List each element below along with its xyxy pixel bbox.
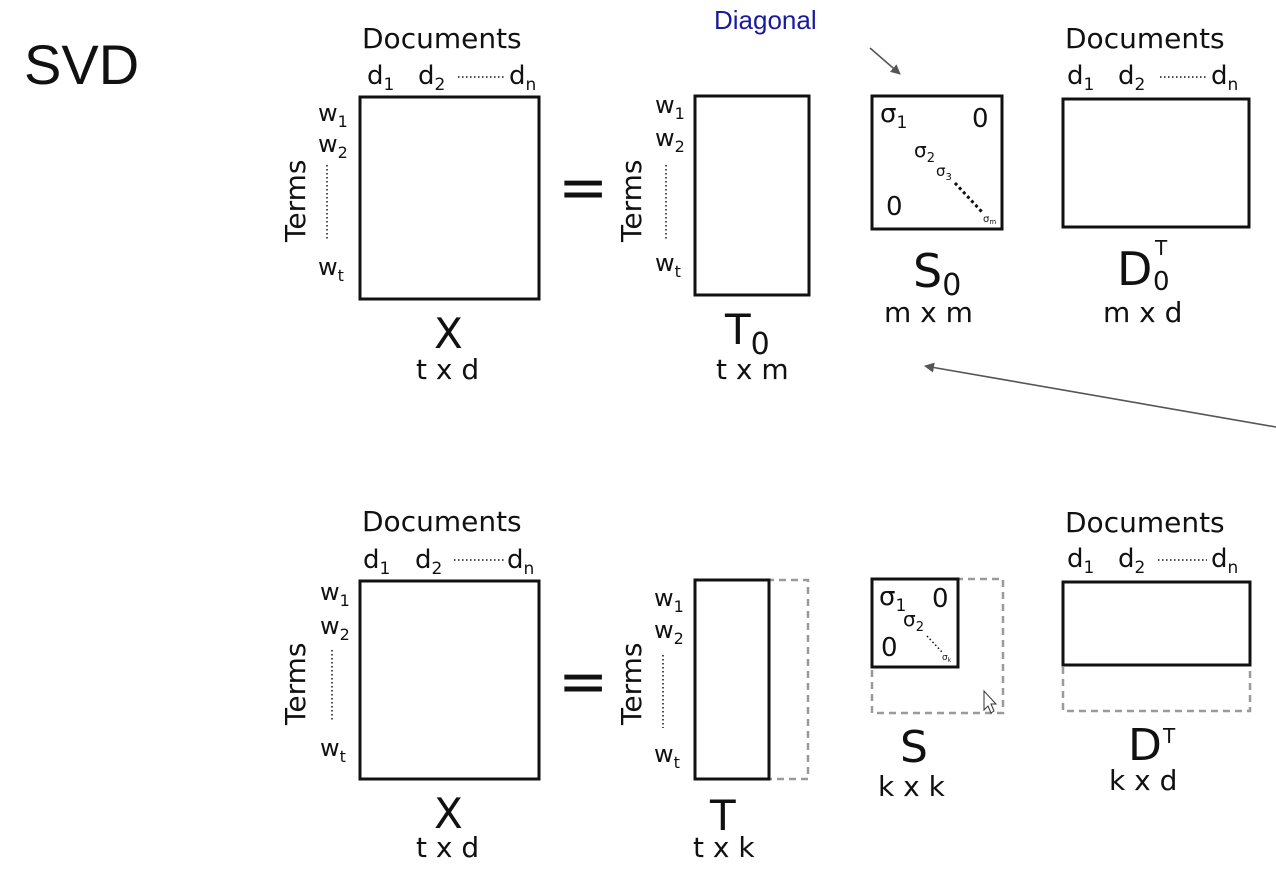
tb-matrix-name: T bbox=[709, 791, 736, 840]
xb-terms-label: Terms bbox=[279, 643, 312, 726]
s0-zero-top: 0 bbox=[972, 104, 989, 134]
s0-zero-bottom: 0 bbox=[886, 192, 903, 222]
top-d0t-matrix: Documents d1 d2 dn D T 0 m x d bbox=[1061, 22, 1251, 329]
x-term-w1: w1 bbox=[318, 99, 348, 131]
x-matrix-name: X bbox=[434, 309, 463, 358]
tb-term-wt: wt bbox=[654, 740, 680, 772]
dt-documents-label: Documents bbox=[1065, 506, 1225, 539]
xb-documents-label: Documents bbox=[362, 505, 522, 538]
dt-truncated-outline bbox=[1061, 580, 1252, 713]
xb-doc-d1: d1 bbox=[363, 545, 390, 579]
xb-matrix-name: X bbox=[434, 789, 463, 838]
sb-sigma-k: σk bbox=[942, 653, 952, 664]
dt-doc-dn: dn bbox=[1211, 544, 1238, 578]
mouse-cursor-icon bbox=[983, 689, 998, 714]
sb-sigma2: σ2 bbox=[903, 607, 924, 635]
xb-doc-dn: dn bbox=[507, 545, 534, 579]
sb-sigma1: σ1 bbox=[879, 582, 906, 616]
top-t0-matrix: Terms w1 w2 wt T0 t x m bbox=[615, 91, 811, 386]
x-matrix-dims: t x d bbox=[416, 353, 479, 386]
xb-matrix-dims: t x d bbox=[416, 831, 479, 864]
s0-sigma-m: σm bbox=[983, 214, 996, 226]
t0-matrix-dims: t x m bbox=[716, 353, 789, 386]
t0-terms-label: Terms bbox=[615, 160, 648, 243]
sb-matrix-box bbox=[870, 577, 960, 669]
t0-matrix-name: T0 bbox=[724, 305, 770, 362]
d0t-superscript: T bbox=[1154, 236, 1168, 260]
t0-term-w1: w1 bbox=[655, 91, 685, 123]
xb-term-w2: w2 bbox=[320, 612, 350, 644]
d0t-matrix-name: D bbox=[1117, 242, 1152, 296]
sb-matrix-name: S bbox=[900, 722, 928, 773]
bottom-dt-matrix: Documents d1 d2 dn D T k x d bbox=[1061, 506, 1252, 797]
x-doc-dn: dn bbox=[509, 61, 536, 95]
bottom-x-matrix: Documents d1 d2 dn Terms w1 w2 wt X t x … bbox=[279, 505, 541, 864]
top-s0-matrix: σ1 0 σ2 σ3 σm 0 S0 m x m bbox=[870, 94, 1004, 329]
top-equals-sign: = bbox=[558, 153, 608, 223]
s0-diagonal-dots bbox=[953, 181, 984, 214]
bottom-equals-sign: = bbox=[558, 647, 608, 717]
xb-doc-d2: d2 bbox=[415, 545, 442, 579]
d0t-doc-dn: dn bbox=[1211, 61, 1238, 95]
sb-zero-bottom: 0 bbox=[881, 633, 898, 663]
xb-matrix-box bbox=[358, 579, 541, 781]
slide-title: SVD bbox=[24, 33, 139, 96]
tb-term-w2: w2 bbox=[654, 616, 684, 648]
s0-matrix-name: S0 bbox=[913, 244, 961, 303]
tb-matrix-box bbox=[693, 578, 771, 781]
x-doc-d2: d2 bbox=[418, 61, 445, 95]
sb-zero-top: 0 bbox=[932, 584, 949, 614]
diagonal-arrow bbox=[869, 47, 901, 75]
d0t-subscript: 0 bbox=[1153, 267, 1170, 297]
s0-sigma1: σ1 bbox=[880, 99, 907, 133]
x-term-w2: w2 bbox=[318, 130, 348, 162]
t0-term-wt: wt bbox=[655, 249, 681, 281]
dt-matrix-name: D bbox=[1128, 720, 1162, 771]
sb-matrix-dims: k x k bbox=[878, 770, 946, 803]
sb-diagonal-dots bbox=[926, 635, 943, 653]
bottom-s-matrix: σ1 0 σ2 σk 0 S k x k bbox=[870, 577, 1005, 803]
s0-sigma2: σ2 bbox=[914, 138, 935, 166]
tb-term-w1: w1 bbox=[654, 584, 684, 616]
s0-matrix-box bbox=[870, 94, 1004, 231]
xb-term-wt: wt bbox=[320, 734, 346, 766]
dt-superscript: T bbox=[1162, 724, 1176, 748]
x-matrix-box bbox=[358, 95, 541, 301]
x-terms-label: Terms bbox=[279, 160, 312, 243]
top-x-matrix: Documents d1 d2 dn Terms w1 w2 wt X t x … bbox=[279, 22, 541, 386]
x-documents-label: Documents bbox=[362, 22, 522, 55]
tb-truncated-outline bbox=[693, 578, 810, 781]
bottom-t-matrix: Terms w1 w2 wt T t x k bbox=[615, 578, 810, 864]
d0t-matrix-box bbox=[1061, 97, 1251, 229]
d0t-documents-label: Documents bbox=[1065, 22, 1225, 55]
dt-doc-d1: d1 bbox=[1067, 544, 1094, 578]
dt-doc-d2: d2 bbox=[1118, 544, 1145, 578]
xb-term-w1: w1 bbox=[320, 578, 350, 610]
truncation-arrow bbox=[924, 362, 1276, 428]
s0-matrix-dims: m x m bbox=[884, 296, 973, 329]
d0t-doc-d1: d1 bbox=[1067, 61, 1094, 95]
d0t-matrix-dims: m x d bbox=[1103, 296, 1182, 329]
d0t-doc-d2: d2 bbox=[1118, 61, 1145, 95]
s0-sigma3: σ3 bbox=[936, 162, 952, 183]
dt-matrix-box bbox=[1061, 580, 1252, 667]
tb-matrix-dims: t x k bbox=[693, 831, 755, 864]
dt-matrix-dims: k x d bbox=[1109, 764, 1177, 797]
t0-matrix-box bbox=[693, 94, 811, 297]
t0-term-w2: w2 bbox=[655, 124, 685, 156]
x-doc-d1: d1 bbox=[367, 61, 394, 95]
tb-terms-label: Terms bbox=[615, 643, 648, 726]
x-term-wt: wt bbox=[318, 253, 344, 285]
diagonal-label: Diagonal bbox=[714, 5, 817, 35]
